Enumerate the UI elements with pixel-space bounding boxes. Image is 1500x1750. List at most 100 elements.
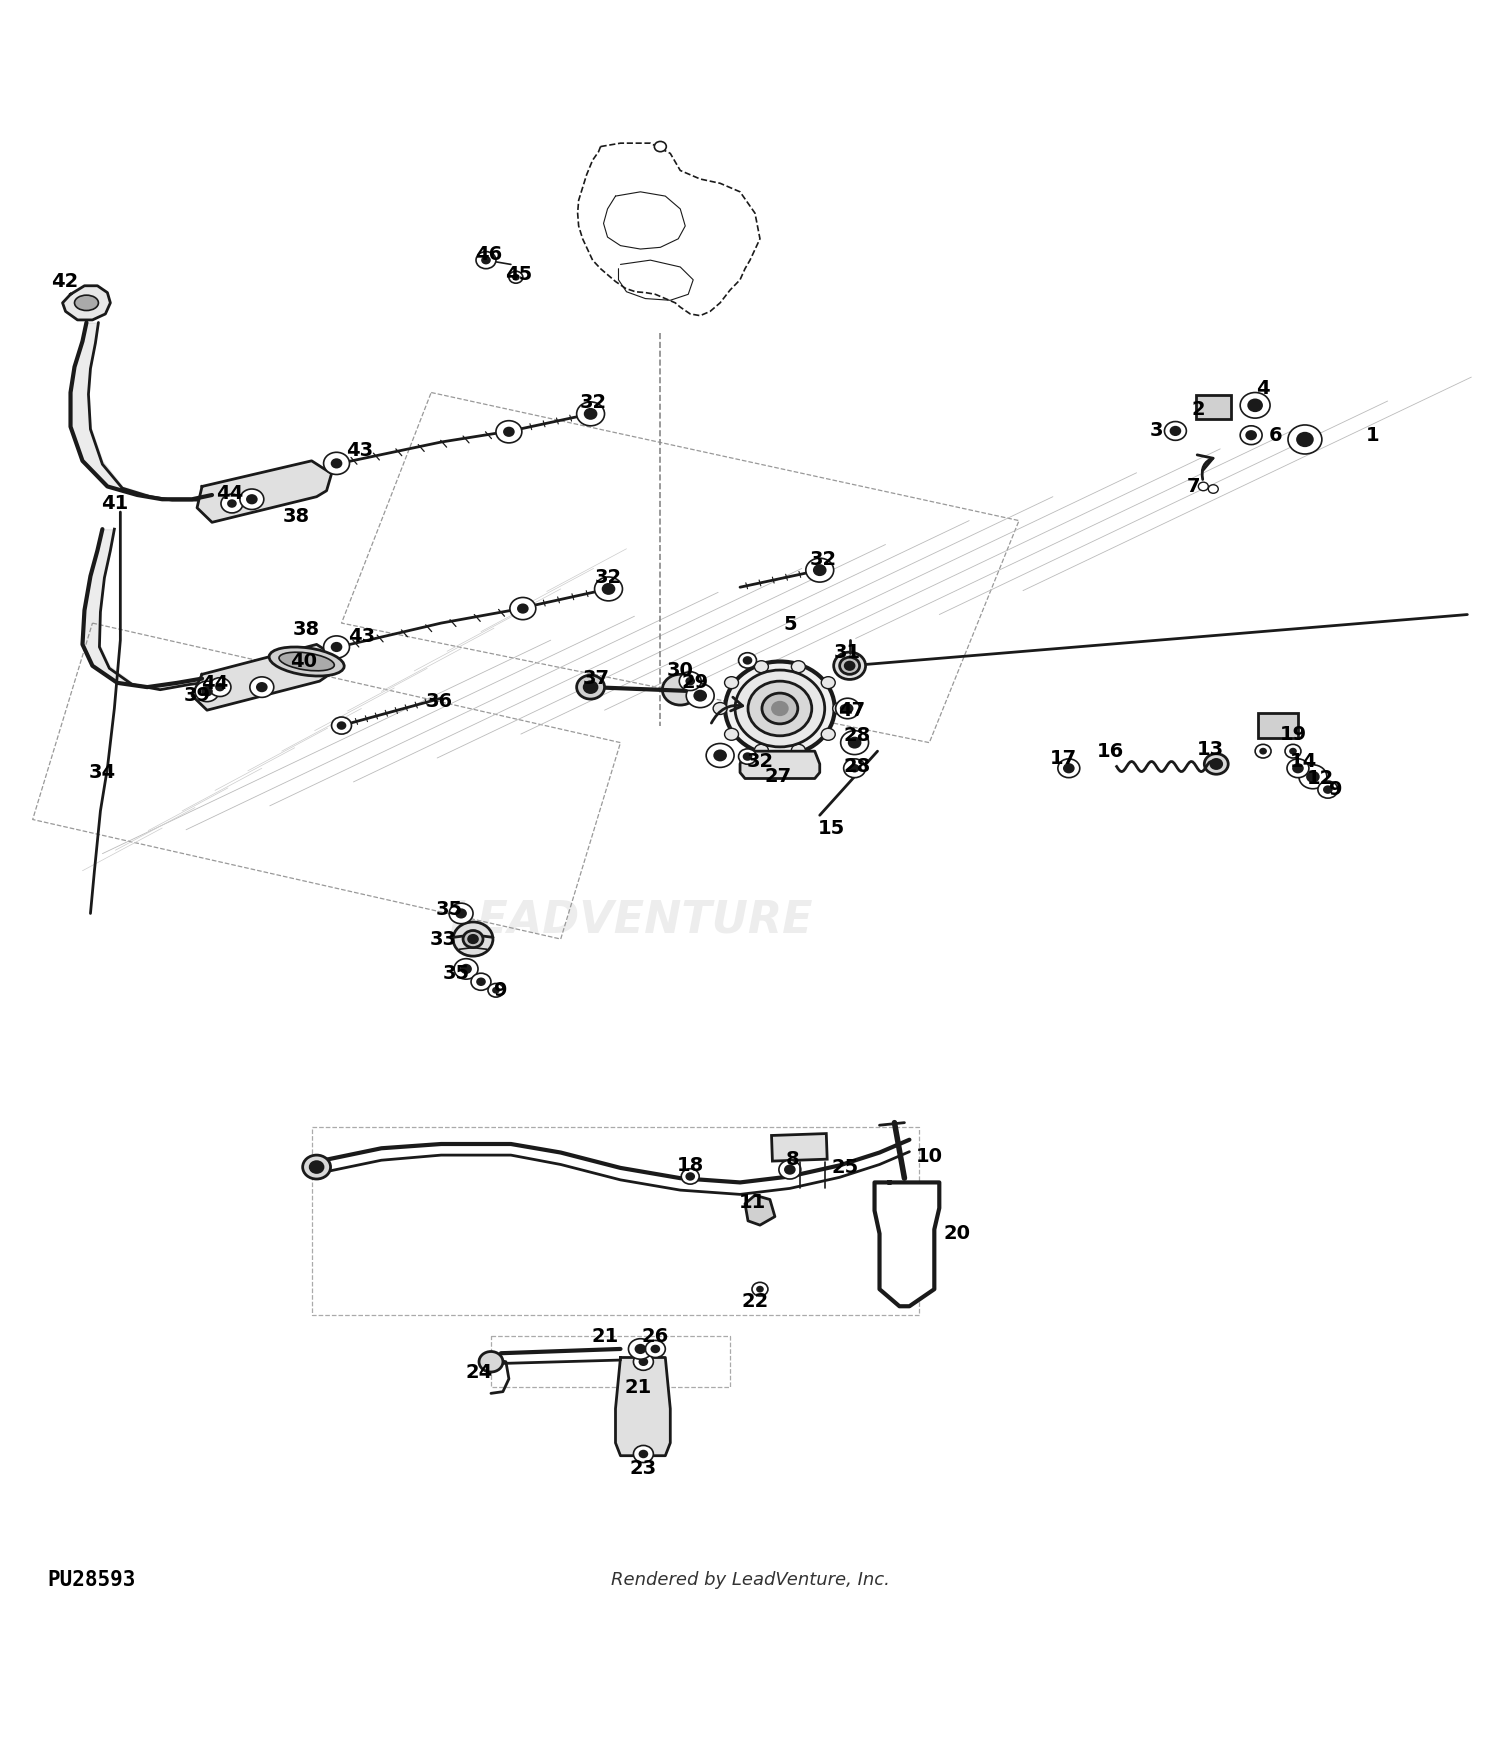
Ellipse shape [248,495,256,504]
Text: 7: 7 [1186,478,1200,495]
Polygon shape [874,1183,939,1306]
Text: 15: 15 [818,819,846,838]
Ellipse shape [518,604,528,612]
Ellipse shape [738,653,756,668]
Ellipse shape [1286,744,1300,758]
Ellipse shape [844,662,855,670]
Ellipse shape [822,728,836,740]
Text: 13: 13 [1197,740,1224,760]
Ellipse shape [836,698,860,719]
Text: 37: 37 [584,668,610,688]
Text: 32: 32 [810,550,837,569]
Text: 20: 20 [944,1225,970,1242]
Ellipse shape [706,744,734,768]
Ellipse shape [453,922,494,956]
Ellipse shape [456,910,466,917]
Text: 28: 28 [844,726,871,746]
Ellipse shape [778,1160,801,1180]
Ellipse shape [471,973,490,990]
Ellipse shape [724,662,834,756]
Polygon shape [196,460,332,522]
Ellipse shape [651,1346,660,1353]
Text: 4: 4 [1257,378,1270,397]
Ellipse shape [836,700,854,716]
Ellipse shape [843,704,852,712]
Text: PU28593: PU28593 [48,1570,136,1591]
Ellipse shape [1058,760,1080,777]
Ellipse shape [654,142,666,152]
Ellipse shape [464,931,483,947]
Ellipse shape [792,744,806,756]
Ellipse shape [724,728,738,740]
Ellipse shape [792,662,806,672]
Ellipse shape [772,702,788,716]
Ellipse shape [594,578,622,600]
Ellipse shape [645,1340,666,1358]
FancyArrowPatch shape [711,696,742,723]
Text: 28: 28 [844,758,871,775]
Ellipse shape [309,1160,324,1172]
Ellipse shape [1256,744,1270,758]
Ellipse shape [496,420,522,443]
Ellipse shape [680,672,700,691]
Text: 47: 47 [839,700,866,719]
Ellipse shape [513,275,519,280]
Ellipse shape [1246,430,1256,439]
Ellipse shape [1299,765,1328,789]
Ellipse shape [195,681,219,702]
Text: 8: 8 [786,1150,800,1169]
Ellipse shape [478,1351,502,1372]
Ellipse shape [216,684,223,691]
Ellipse shape [748,681,812,735]
Ellipse shape [585,410,597,418]
Ellipse shape [256,682,267,691]
Text: 11: 11 [738,1192,765,1211]
Text: 32: 32 [580,394,608,413]
Ellipse shape [510,597,536,619]
Ellipse shape [202,688,211,696]
Ellipse shape [752,1283,768,1297]
Ellipse shape [460,964,471,973]
Ellipse shape [850,765,858,772]
Text: 35: 35 [442,964,470,984]
Ellipse shape [1209,485,1218,493]
Ellipse shape [251,677,274,696]
Ellipse shape [1064,765,1074,772]
Ellipse shape [332,642,342,651]
Text: 36: 36 [426,693,453,710]
Text: 21: 21 [626,1377,652,1396]
Text: 17: 17 [1050,749,1077,768]
Ellipse shape [843,760,866,777]
Bar [771,1134,826,1160]
Ellipse shape [332,718,351,733]
Bar [1196,396,1230,418]
Text: LEADVENTURE: LEADVENTURE [448,898,812,942]
Polygon shape [740,751,819,779]
Text: 38: 38 [292,621,320,639]
FancyArrowPatch shape [1197,455,1214,480]
Ellipse shape [754,744,768,756]
Text: 19: 19 [1280,724,1306,744]
Ellipse shape [1198,483,1209,490]
Ellipse shape [303,1155,330,1180]
Ellipse shape [849,737,861,747]
Ellipse shape [279,653,334,670]
Text: 18: 18 [676,1155,703,1174]
Ellipse shape [744,752,752,760]
Text: 41: 41 [100,493,128,513]
Text: 23: 23 [630,1460,657,1479]
Ellipse shape [209,677,231,696]
Text: 38: 38 [284,507,310,525]
Ellipse shape [833,702,846,714]
Ellipse shape [1306,772,1318,782]
Ellipse shape [476,252,496,270]
Ellipse shape [468,934,478,943]
Ellipse shape [681,1169,699,1185]
Ellipse shape [488,984,504,997]
Ellipse shape [268,648,344,676]
Text: 27: 27 [765,766,792,786]
Ellipse shape [1210,760,1222,768]
Text: Rendered by LeadVenture, Inc.: Rendered by LeadVenture, Inc. [610,1572,890,1589]
Ellipse shape [1260,749,1266,754]
Ellipse shape [762,693,798,724]
